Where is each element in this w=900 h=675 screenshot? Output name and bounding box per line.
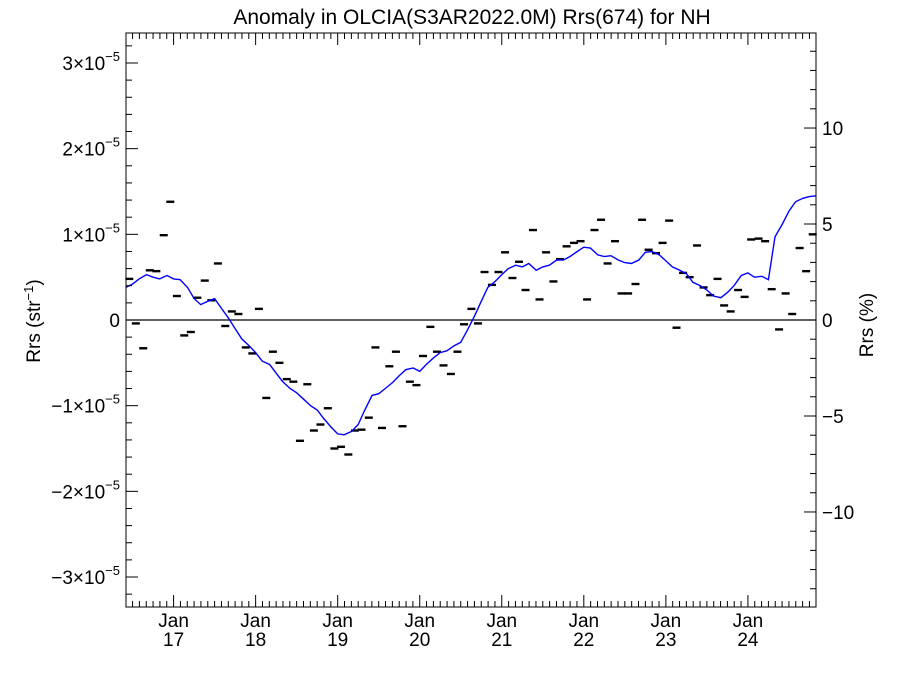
left-tick-label: −1×10−5 — [51, 392, 120, 418]
left-tick-label: 1×10−5 — [62, 220, 120, 246]
left-tick-mantissa: 1×10 — [62, 225, 105, 246]
x-tick-year-label: 17 — [163, 630, 184, 651]
x-tick-month-label: Jan — [240, 611, 271, 632]
x-tick-year-label: 19 — [327, 630, 348, 651]
y-axis-label-left-text: Rrs (str — [24, 300, 45, 363]
right-tick-label: 5 — [822, 215, 833, 236]
y-axis-label-left: Rrs (str−1) — [21, 279, 46, 362]
left-tick-mantissa: 3×10 — [62, 54, 105, 75]
x-tick-year-label: 24 — [737, 630, 759, 651]
running-mean-line — [125, 195, 817, 436]
left-tick-mantissa: 2×10 — [62, 140, 105, 161]
left-tick-exponent: −5 — [105, 220, 120, 235]
x-tick-month-label: Jan — [404, 611, 435, 632]
left-tick-mantissa: −2×10 — [51, 482, 105, 503]
x-tick-month-label: Jan — [568, 611, 599, 632]
y-axis-label-right: Rrs (%) — [857, 293, 878, 357]
right-y-axis: 10 5 0 −5 −10 — [804, 50, 854, 590]
y-axis-label-left-sup: −1 — [21, 286, 36, 301]
left-tick-exponent: −5 — [105, 49, 120, 64]
x-tick-year-label: 22 — [573, 630, 594, 651]
x-tick-month-label: Jan — [158, 611, 189, 632]
left-tick-exponent: −5 — [105, 563, 120, 578]
x-tick-month-label: Jan — [733, 611, 764, 632]
left-tick-label: 2×10−5 — [62, 135, 120, 161]
x-tick-year-label: 23 — [655, 630, 676, 651]
y-axis-label-left-close: ) — [24, 279, 45, 285]
x-tick-year-label: 21 — [491, 630, 512, 651]
left-tick-label: 0 — [109, 311, 120, 332]
x-tick-year-label: 20 — [409, 630, 430, 651]
left-tick-label: −3×10−5 — [51, 563, 120, 589]
left-y-axis: 3×10−52×10−51×10−50−1×10−5−2×10−5−3×10−5 — [51, 45, 138, 595]
right-tick-label: −10 — [822, 503, 854, 524]
chart-title: Anomaly in OLCIA(S3AR2022.0M) Rrs(674) f… — [233, 6, 710, 29]
x-tick-month-label: Jan — [486, 611, 517, 632]
left-tick-exponent: −5 — [105, 135, 120, 150]
x-tick-year-label: 18 — [245, 630, 266, 651]
left-tick-mantissa: −1×10 — [51, 397, 105, 418]
x-tick-month-label: Jan — [651, 611, 682, 632]
left-tick-exponent: −5 — [105, 477, 120, 492]
right-tick-label: 0 — [822, 311, 833, 332]
left-tick-mantissa: −3×10 — [51, 568, 105, 589]
left-tick-label: 3×10−5 — [62, 49, 120, 75]
left-tick-exponent: −5 — [105, 392, 120, 407]
right-tick-label: 10 — [822, 119, 843, 140]
left-tick-label: −2×10−5 — [51, 477, 120, 503]
x-tick-month-label: Jan — [322, 611, 353, 632]
right-tick-label: −5 — [822, 407, 844, 428]
